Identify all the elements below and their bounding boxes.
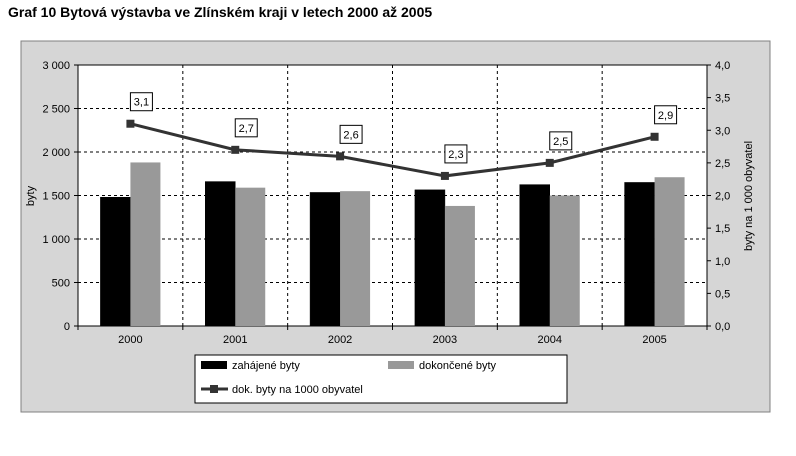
- legend-marker: [210, 385, 218, 393]
- bar-zahajene-2000: [100, 196, 131, 327]
- x-tick-label: 2003: [433, 334, 457, 346]
- x-tick-label: 2005: [642, 334, 666, 346]
- legend-label-line: dok. byty na 1000 obyvatel: [232, 384, 363, 396]
- y-tick-label: 1 000: [42, 234, 70, 246]
- y-tick-label: 2 000: [42, 147, 70, 159]
- y-right-tick-label: 3,0: [715, 125, 730, 137]
- y-tick-label: 1 500: [42, 191, 70, 203]
- data-label-box: [444, 144, 468, 164]
- x-tick-label: 2002: [328, 334, 352, 346]
- y-right-tick-label: 1,5: [715, 223, 730, 235]
- y-right-tick-label: 0,5: [715, 288, 730, 300]
- line-point-2002: [336, 152, 345, 161]
- legend-swatch-zahajene: [201, 361, 227, 369]
- line-point-2001: [231, 145, 240, 154]
- bar-dokoncene-2002: [340, 191, 371, 326]
- y-right-tick-label: 2,0: [715, 191, 730, 203]
- y-right-tick-label: 4,0: [715, 60, 730, 72]
- bar-dokoncene-2005: [654, 177, 685, 326]
- y-right-tick-label: 3,5: [715, 93, 730, 105]
- data-label: 2,9: [658, 110, 673, 122]
- y-tick-label: 0: [64, 321, 70, 333]
- y-tick-label: 3 000: [42, 60, 70, 72]
- data-label: 3,1: [134, 97, 149, 109]
- legend-label-zahajene: zahájené byty: [232, 360, 300, 372]
- legend-items: zahájené byty dokončené byty dok. byty na …: [201, 360, 497, 396]
- x-tick-label: 2000: [118, 334, 142, 346]
- legend: [194, 354, 568, 404]
- bars: [100, 162, 685, 327]
- y-tick-label: 500: [52, 278, 70, 290]
- y-right-tick-label: 0,0: [715, 321, 730, 333]
- data-label-box: [234, 118, 258, 138]
- y-axis-label-right: byty na 1 000 obyvatel: [743, 141, 755, 251]
- bar-dokoncene-2000: [130, 162, 161, 326]
- bar-zahajene-2002: [309, 192, 341, 327]
- bar-dokoncene-2001: [235, 187, 266, 326]
- data-label: 2,3: [448, 149, 463, 161]
- y-right-tick-label: 2,5: [715, 158, 730, 170]
- line-point-2000: [126, 119, 135, 128]
- data-label: 2,5: [553, 136, 568, 148]
- line-point-2004: [545, 158, 554, 167]
- line-series: 3,1 2,7 2,6 2,3 2,5 2,9: [126, 92, 678, 180]
- chart-title: Graf 10 Bytová výstavba ve Zlínském kraj…: [8, 4, 433, 20]
- y-right-tick-label: 1,0: [715, 256, 730, 268]
- series-line: [130, 122, 655, 178]
- legend-swatch-dokoncene: [388, 361, 414, 369]
- data-label-box: [339, 124, 363, 144]
- grid: [78, 65, 707, 326]
- data-label: 2,7: [239, 123, 254, 135]
- y-tick-label: 2 500: [42, 104, 70, 116]
- x-tick-label: 2004: [538, 334, 562, 346]
- bar-zahajene-2005: [624, 182, 655, 327]
- line-point-2003: [440, 171, 449, 180]
- bar-dokoncene-2003: [444, 205, 475, 326]
- bar-zahajene-2001: [205, 181, 236, 327]
- bar-zahajene-2003: [414, 189, 446, 327]
- bar-zahajene-2004: [519, 184, 550, 327]
- x-tick-label: 2001: [223, 334, 247, 346]
- data-label-box: [549, 131, 573, 151]
- data-label-box: [129, 92, 153, 112]
- data-label: 2,6: [343, 129, 358, 141]
- y-axis-label: byty: [25, 185, 37, 206]
- axes: 0 500 1 000 1 500 2 000 2 500 3 000 0,0 0,5 1,0 1,…: [42, 60, 730, 346]
- bar-dokoncene-2004: [549, 195, 580, 326]
- legend-label-dokoncene: dokončené byty: [419, 360, 497, 372]
- line-point-2005: [650, 132, 659, 141]
- data-label-box: [654, 105, 678, 125]
